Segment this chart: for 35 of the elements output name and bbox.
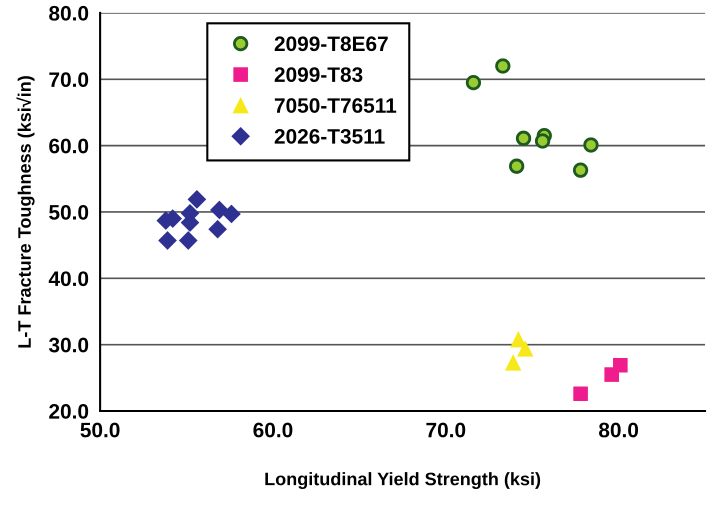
legend-label: 2099-T83 [274, 67, 362, 82]
point [613, 358, 628, 373]
y-axis-title: L-T Fracture Toughness (ksi√in) [16, 76, 35, 348]
x-tick-label: 80.0 [599, 422, 638, 438]
point [505, 354, 522, 371]
point [495, 58, 510, 74]
y-tick-label: 50.0 [49, 204, 88, 220]
point [516, 130, 532, 146]
x-tick-label: 70.0 [426, 422, 466, 438]
point [222, 204, 241, 224]
point [517, 340, 534, 357]
legend-label: 2099-T8E67 [274, 36, 388, 52]
x-tick-label: 60.0 [253, 422, 292, 438]
x-axis-title: Longitudinal Yield Strength (ksi) [265, 472, 540, 490]
point [572, 162, 588, 178]
point [509, 158, 524, 174]
y-tick-label: 20.0 [49, 404, 88, 419]
point [583, 137, 599, 153]
point [188, 190, 206, 209]
point [534, 133, 550, 149]
point [158, 231, 177, 250]
point [466, 74, 482, 90]
y-tick-label: 40.0 [48, 271, 88, 286]
point [210, 200, 229, 220]
x-tick-label: 50.0 [80, 422, 120, 438]
point [573, 386, 588, 402]
legend-label: 2026-T3511 [274, 129, 385, 144]
point [510, 331, 526, 348]
legend-label: 7050-T76511 [274, 98, 396, 113]
point [179, 231, 198, 250]
point [208, 220, 227, 238]
y-tick-label: 80.0 [49, 6, 88, 21]
y-tick-label: 30.0 [48, 338, 88, 352]
y-tick-label: 70.0 [49, 72, 88, 88]
y-tick-label: 60.0 [49, 138, 88, 154]
